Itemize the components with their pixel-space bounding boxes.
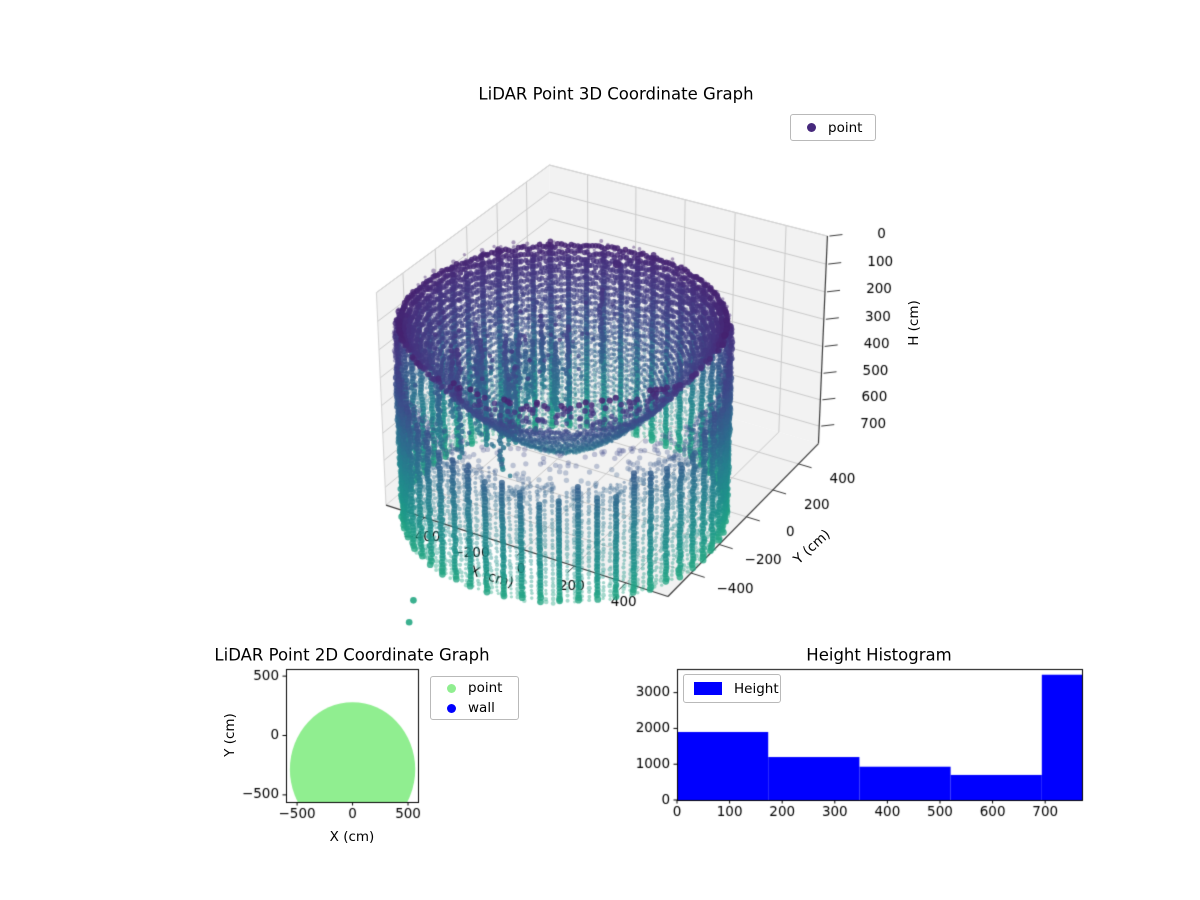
plot2d-legend: point wall (430, 676, 519, 720)
histogram-title: Height Histogram (806, 645, 952, 665)
histogram-legend: Height (683, 674, 781, 703)
histogram-legend-label: Height (734, 680, 779, 697)
histogram-legend-entry: Height (692, 680, 779, 698)
plot2d-title: LiDAR Point 2D Coordinate Graph (214, 645, 490, 665)
plot2d-legend-entry-wall: wall (439, 699, 510, 717)
plot3d-legend: point (790, 114, 876, 141)
plot3d-legend-label: point (828, 119, 863, 136)
plot2d-legend-entry-point: point (439, 679, 510, 697)
plot2d-legend-label-wall: wall (468, 700, 495, 716)
height-swatch-icon (694, 682, 722, 695)
plot3d-title: LiDAR Point 3D Coordinate Graph (478, 84, 754, 104)
plot2d-y-axis-label: Y (cm) (222, 713, 238, 757)
point-marker-icon (447, 683, 456, 693)
point-marker-icon (807, 123, 816, 132)
wall-marker-icon (447, 703, 456, 713)
plot3d-legend-entry-point: point (799, 119, 867, 137)
plot3d-h-axis-label: H (cm) (906, 300, 922, 346)
plot2d-x-axis-label: X (cm) (329, 829, 375, 845)
plot2d-legend-label-point: point (468, 680, 503, 696)
